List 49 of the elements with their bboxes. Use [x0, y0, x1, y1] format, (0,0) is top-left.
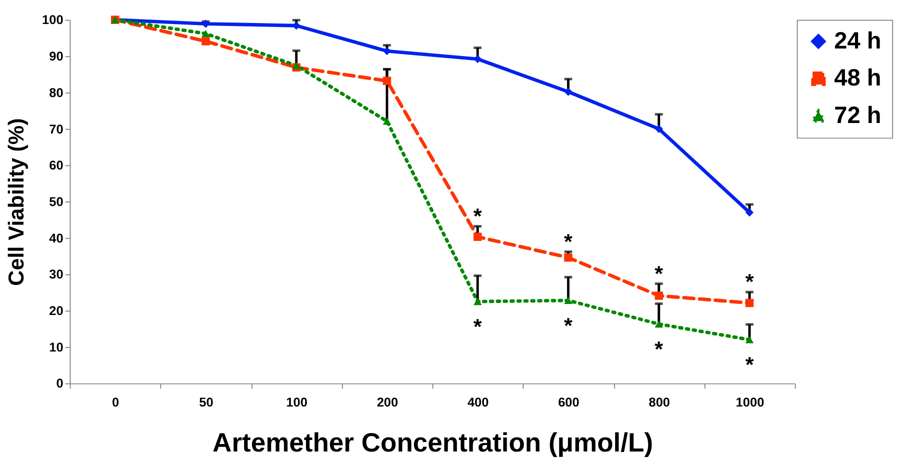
legend-label: 72 h [834, 102, 882, 128]
y-tick-label: 0 [56, 376, 64, 391]
x-tick-label: 800 [648, 394, 670, 410]
x-tick-label: 50 [199, 394, 214, 410]
y-axis-title: Cell Viability (%) [3, 118, 28, 286]
point [474, 298, 482, 306]
point [654, 292, 663, 300]
x-axis-title: Artemether Concentration (μmol/L) [212, 428, 654, 458]
y-tick-label: 40 [49, 230, 64, 246]
annotation: * [564, 228, 574, 254]
point [474, 232, 482, 241]
y-tick-label: 100 [42, 12, 64, 28]
annotation: * [473, 314, 482, 339]
point [202, 37, 210, 46]
legend-label: 24 h [834, 27, 882, 54]
x-tick-label: 1000 [736, 394, 764, 410]
point [202, 20, 210, 28]
annotation: * [654, 260, 664, 286]
y-tick-label: 20 [49, 303, 64, 318]
point [654, 320, 663, 328]
point [745, 298, 754, 308]
x-tick-label: 200 [376, 394, 398, 410]
x-tick-label: 100 [286, 394, 308, 410]
point [382, 76, 392, 85]
annotation: * [473, 203, 482, 228]
y-tick-label: 50 [49, 194, 64, 209]
annotation: * [564, 312, 574, 338]
point [202, 30, 210, 38]
y-tick-label: 60 [49, 158, 64, 173]
y-tick-label: 90 [49, 48, 64, 64]
point [745, 208, 754, 217]
point [382, 118, 392, 125]
point [564, 296, 572, 304]
annotation: * [745, 269, 754, 294]
x-tick-label: 0 [112, 394, 120, 410]
y-tick-label: 70 [49, 121, 64, 136]
point [564, 88, 572, 96]
y-tick-label: 10 [49, 339, 64, 354]
annotation: * [654, 336, 664, 362]
point [564, 253, 572, 262]
x-tick-label: 600 [558, 394, 580, 410]
point [654, 124, 663, 133]
annotation: * [745, 352, 754, 378]
point [745, 336, 754, 344]
x-tick-label: 400 [467, 394, 489, 410]
y-tick-label: 80 [49, 84, 64, 100]
legend-label: 48 h [834, 64, 882, 91]
point [292, 62, 300, 70]
y-tick-label: 30 [49, 266, 64, 282]
